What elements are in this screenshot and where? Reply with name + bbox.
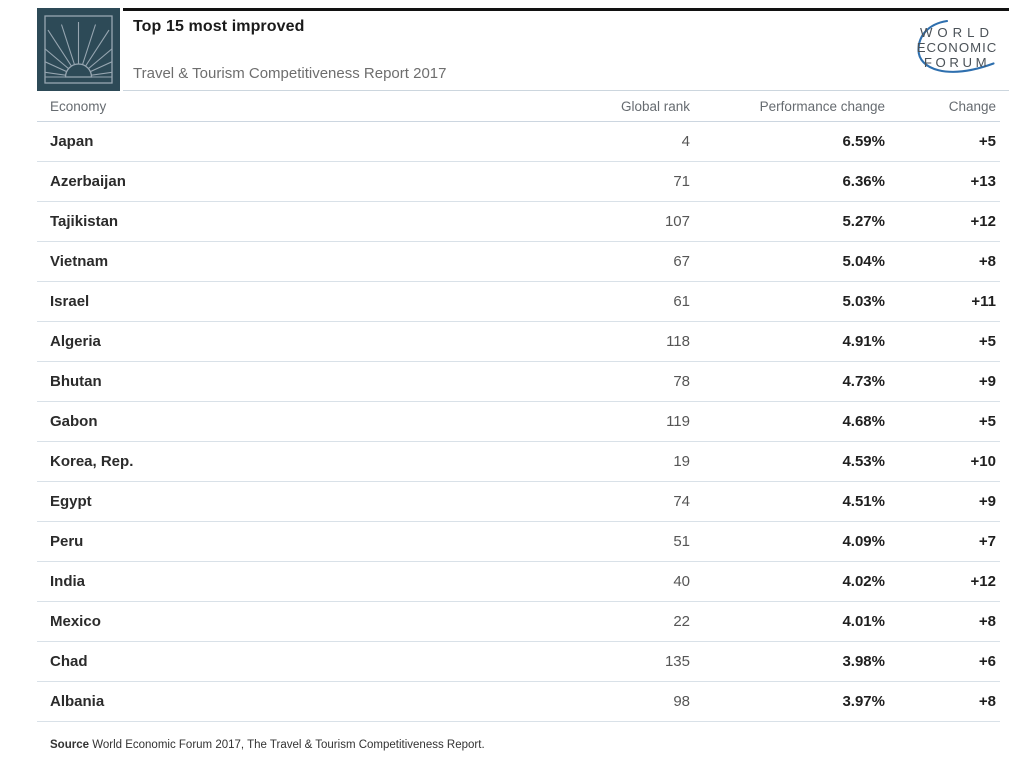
column-header-economy: Economy	[50, 98, 107, 114]
title-block: Top 15 most improved Travel & Tourism Co…	[133, 11, 446, 90]
change-cell: +13	[970, 173, 996, 190]
change-cell: +12	[970, 213, 996, 230]
global-rank-cell: 67	[673, 253, 690, 270]
economy-cell: Israel	[50, 293, 90, 310]
wef-logo-word-economic: ECONOMIC	[917, 40, 998, 55]
table-row: India 40 4.02% +12	[37, 562, 1000, 602]
page-title: Top 15 most improved	[133, 18, 305, 35]
change-cell: +9	[978, 373, 996, 390]
infographic-page: Top 15 most improved Travel & Tourism Co…	[0, 8, 1009, 767]
global-rank-cell: 51	[673, 533, 690, 550]
table-row: Albania 98 3.97% +8	[37, 682, 1000, 722]
column-header-performance-change: Performance change	[759, 98, 885, 114]
global-rank-cell: 107	[664, 213, 690, 230]
source-note: Source World Economic Forum 2017, The Tr…	[50, 739, 1009, 751]
source-text: World Economic Forum 2017, The Travel & …	[89, 739, 485, 751]
change-cell: +12	[970, 573, 996, 590]
performance-change-cell: 6.59%	[842, 133, 885, 150]
wef-logo-word-world: WORLD	[920, 25, 994, 40]
global-rank-cell: 135	[664, 653, 690, 670]
wef-logo: WORLD ECONOMIC FORUM	[917, 19, 998, 73]
source-label: Source	[50, 739, 89, 751]
change-cell: +8	[978, 253, 996, 270]
table-row: Gabon 119 4.68% +5	[37, 402, 1000, 442]
economy-cell: Egypt	[50, 493, 92, 510]
change-cell: +9	[978, 493, 996, 510]
column-header-global-rank: Global rank	[620, 98, 690, 114]
economy-cell: Korea, Rep.	[50, 453, 134, 470]
change-cell: +10	[970, 453, 996, 470]
table-row: Tajikistan 107 5.27% +12	[37, 202, 1000, 242]
global-rank-cell: 19	[673, 453, 690, 470]
global-rank-cell: 74	[673, 493, 690, 510]
table-row: Vietnam 67 5.04% +8	[37, 242, 1000, 282]
table-row: Japan 4 6.59% +5	[37, 122, 1000, 162]
change-cell: +5	[978, 133, 996, 150]
economy-cell: Albania	[50, 693, 105, 710]
performance-change-cell: 3.98%	[842, 653, 885, 670]
sunburst-logo-icon	[37, 8, 120, 91]
performance-change-cell: 5.27%	[842, 213, 885, 230]
change-cell: +8	[978, 693, 996, 710]
table-row: Mexico 22 4.01% +8	[37, 602, 1000, 642]
performance-change-cell: 4.91%	[842, 333, 885, 350]
table-row: Israel 61 5.03% +11	[37, 282, 1000, 322]
performance-change-cell: 5.04%	[842, 253, 885, 270]
economy-cell: Bhutan	[50, 373, 102, 390]
global-rank-cell: 118	[666, 333, 690, 350]
table-body: Japan 4 6.59% +5 Azerbaijan 71 6.36% +13…	[37, 122, 1000, 722]
performance-change-cell: 4.51%	[842, 493, 885, 510]
global-rank-cell: 98	[673, 693, 690, 710]
economy-cell: Azerbaijan	[50, 173, 126, 190]
economy-cell: India	[50, 573, 86, 590]
table-row: Egypt 74 4.51% +9	[37, 482, 1000, 522]
global-rank-cell: 4	[681, 133, 690, 150]
global-rank-cell: 61	[673, 293, 690, 310]
column-header-change: Change	[948, 98, 996, 114]
performance-change-cell: 4.02%	[842, 573, 885, 590]
performance-change-cell: 3.97%	[842, 693, 885, 710]
table-row: Azerbaijan 71 6.36% +13	[37, 162, 1000, 202]
performance-change-cell: 4.73%	[842, 373, 885, 390]
masthead-right: Top 15 most improved Travel & Tourism Co…	[123, 8, 1009, 91]
economy-cell: Gabon	[50, 413, 98, 430]
table-row: Peru 51 4.09% +7	[37, 522, 1000, 562]
global-rank-cell: 119	[666, 413, 690, 430]
performance-change-cell: 4.68%	[842, 413, 885, 430]
ranking-table: Economy Global rank Performance change C…	[37, 91, 1000, 722]
table-row: Algeria 118 4.91% +5	[37, 322, 1000, 362]
economy-cell: Tajikistan	[50, 213, 119, 230]
change-cell: +5	[978, 413, 996, 430]
economy-cell: Chad	[50, 653, 88, 670]
change-cell: +7	[978, 533, 996, 550]
performance-change-cell: 6.36%	[842, 173, 885, 190]
performance-change-cell: 5.03%	[842, 293, 885, 310]
table-row: Chad 135 3.98% +6	[37, 642, 1000, 682]
global-rank-cell: 40	[673, 573, 690, 590]
wef-logo-word-forum: FORUM	[924, 55, 990, 70]
table-header-row: Economy Global rank Performance change C…	[37, 91, 1000, 122]
table-row: Korea, Rep. 19 4.53% +10	[37, 442, 1000, 482]
economy-cell: Algeria	[50, 333, 101, 350]
change-cell: +11	[971, 293, 996, 310]
change-cell: +6	[978, 653, 996, 670]
economy-cell: Mexico	[50, 613, 101, 630]
global-rank-cell: 71	[673, 173, 690, 190]
performance-change-cell: 4.53%	[842, 453, 885, 470]
performance-change-cell: 4.09%	[842, 533, 885, 550]
change-cell: +5	[978, 333, 996, 350]
masthead: Top 15 most improved Travel & Tourism Co…	[37, 8, 1009, 91]
economy-cell: Peru	[50, 533, 84, 550]
global-rank-cell: 22	[673, 613, 690, 630]
performance-change-cell: 4.01%	[842, 613, 885, 630]
table-row: Bhutan 78 4.73% +9	[37, 362, 1000, 402]
page-subtitle: Travel & Tourism Competitiveness Report …	[133, 65, 447, 82]
economy-cell: Vietnam	[50, 253, 109, 270]
global-rank-cell: 78	[673, 373, 690, 390]
change-cell: +8	[978, 613, 996, 630]
economy-cell: Japan	[50, 133, 94, 150]
